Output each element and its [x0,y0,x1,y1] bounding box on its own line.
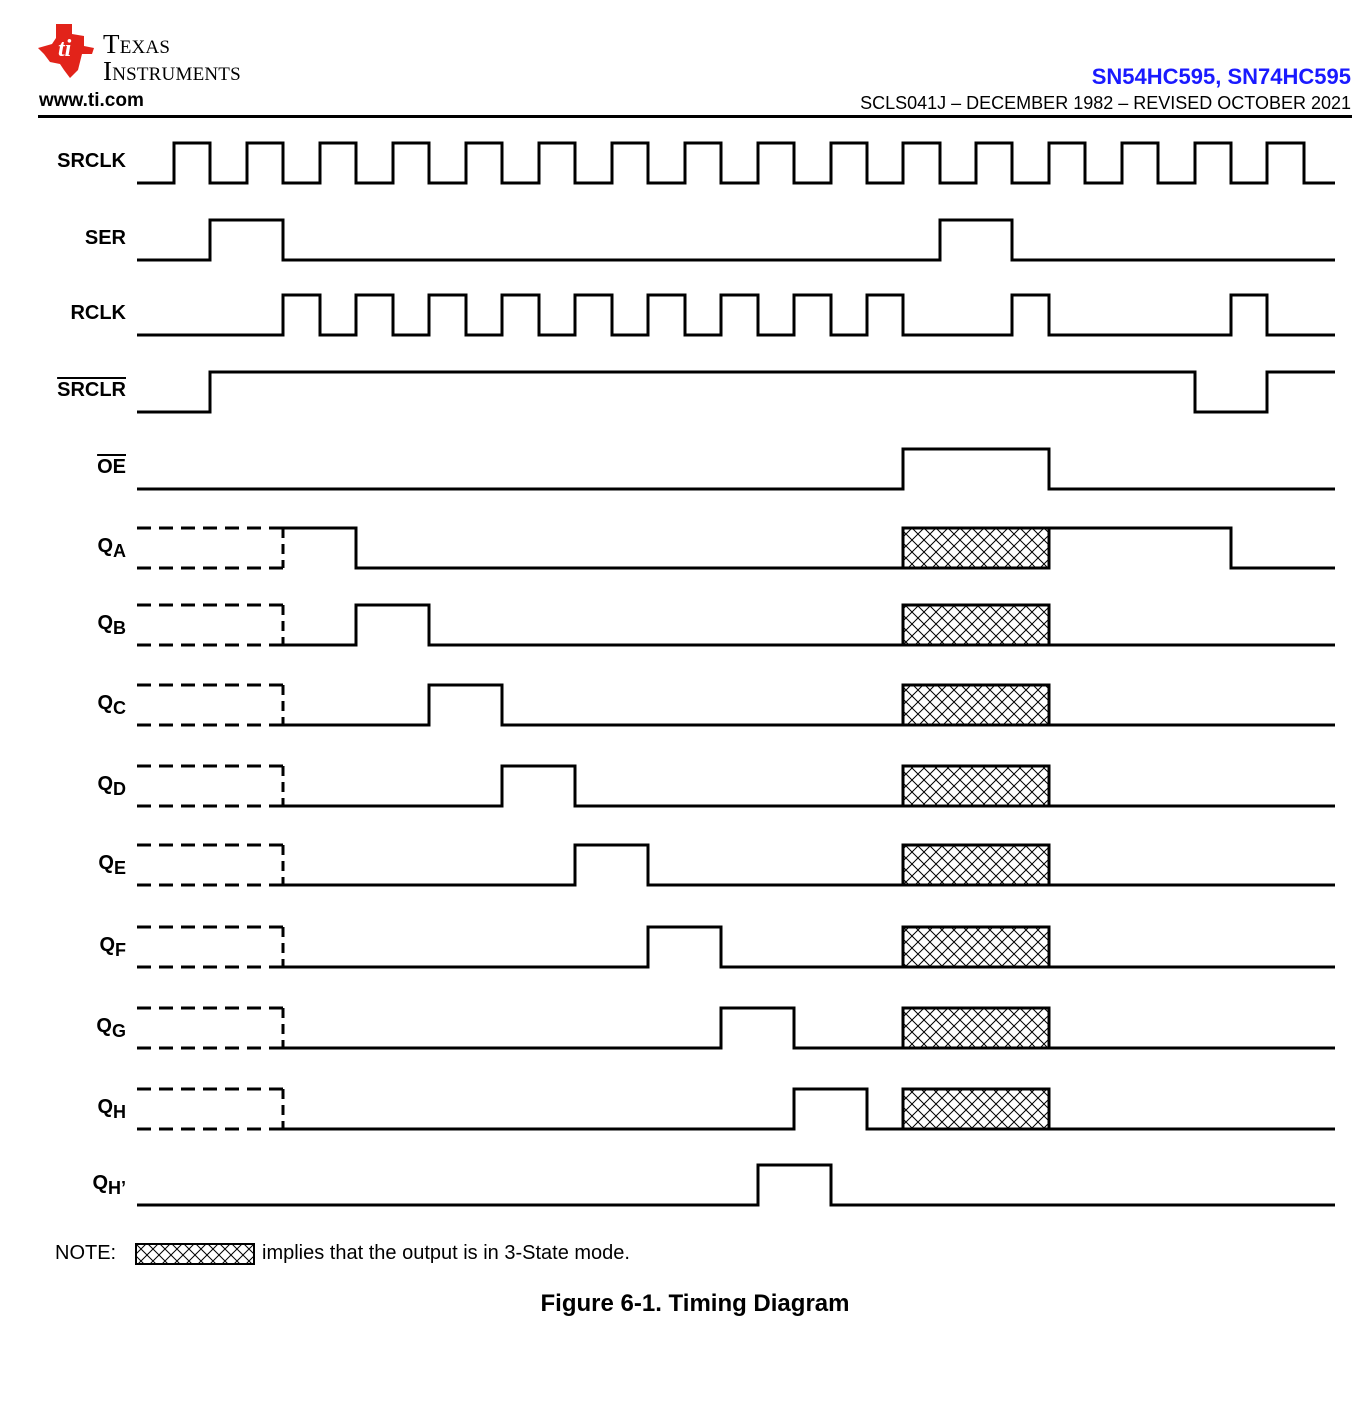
signal-name: Q [97,535,113,557]
note-text: implies that the output is in 3-State mo… [262,1242,630,1264]
three-state-region [901,925,1051,969]
signal-name: Q [97,773,113,795]
signal-subscript: F [115,940,126,960]
three-state-swatch [135,1243,255,1265]
signal-name: Q [97,612,113,634]
signal-label: SRCLR [57,379,126,402]
signal-name: Q [97,1096,113,1118]
signal-label: QH [97,1096,126,1123]
website-link[interactable]: www.ti.com [39,90,144,111]
wave-q-output [283,764,903,808]
signal-label: SRCLK [57,150,126,173]
signal-name: Q [97,692,113,714]
signal-label: QC [97,692,126,719]
header-rule [38,115,1352,118]
figure-caption: Figure 6-1. Timing Diagram [540,1290,850,1317]
brand-line-1: Texas [103,29,171,59]
signal-subscript: C [113,698,126,718]
signal-label: SER [85,227,126,250]
signal-label: QA [97,535,126,562]
wave-q-output [283,1087,903,1131]
signal-name: Q [98,852,114,874]
signal-subscript: H [113,1102,126,1122]
three-state-region [901,1087,1051,1131]
three-state-region [901,843,1051,887]
wave-rclk [137,293,1335,337]
wave-q-output [283,603,903,647]
three-state-region [901,764,1051,808]
note-label: NOTE: [55,1242,117,1264]
signal-name: SER [84,227,126,249]
wave-q-output [283,925,903,969]
wave-srclk [137,141,1335,185]
ti-logo-icon: ti [38,24,96,85]
wave-q-output [1049,526,1335,570]
three-state-region [901,683,1051,727]
wave-srclr [137,370,1335,414]
signal-name: SRCLR [57,379,126,401]
wave-q-output [283,526,903,570]
signal-subscript: A [113,541,126,561]
wave-ser [137,218,1335,262]
wave-qh-prime [137,1163,1335,1207]
part-numbers: SN54HC595, SN74HC595 [1091,64,1351,89]
signal-subscript: B [113,618,126,638]
signal-name: Q [92,1172,108,1194]
three-state-region [901,526,1051,570]
signal-label: QF [99,934,126,961]
signal-label: RCLK [70,302,126,325]
signal-name: OE [97,456,126,478]
wave-q-output [283,843,903,887]
signal-label: QD [97,773,126,800]
signal-name: Q [96,1015,112,1037]
signal-label: QE [98,852,126,879]
signal-label: QH’ [92,1172,126,1199]
signal-label: QG [96,1015,126,1042]
brand-line-2: Instruments [103,56,241,86]
page-header: ti Texas Instruments www.ti.com SN54HC59… [0,0,1369,122]
signal-name: Q [99,934,115,956]
three-state-region [901,603,1051,647]
brand-name: Texas Instruments [103,31,241,85]
signal-name: RCLK [70,302,126,324]
wave-q-output [283,683,903,727]
three-state-region [901,1006,1051,1050]
signal-subscript: H’ [108,1178,126,1198]
signal-label: OE [97,456,126,479]
signal-subscript: G [111,1021,126,1041]
wave-oe [137,447,1335,491]
document-id: SCLS041J – DECEMBER 1982 – REVISED OCTOB… [860,93,1351,113]
signal-name: SRCLK [57,150,126,172]
signal-label: QB [97,612,126,639]
signal-subscript: D [113,779,126,799]
signal-subscript: E [113,858,126,878]
svg-text:ti: ti [58,36,72,62]
wave-q-output [283,1006,903,1050]
